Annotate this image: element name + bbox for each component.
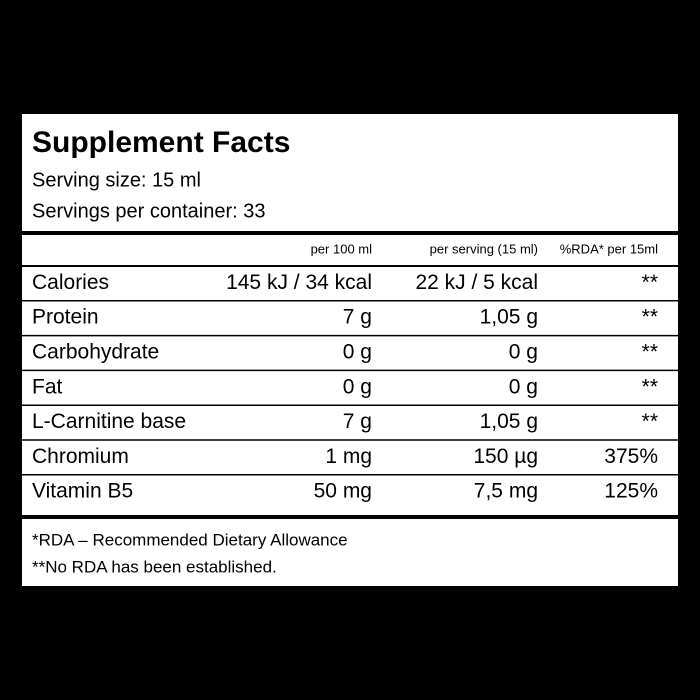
cell-value: 150 µg bbox=[473, 445, 538, 468]
cell-value: 7 g bbox=[343, 410, 372, 433]
title: Supplement Facts bbox=[32, 126, 290, 159]
column-header: per 100 ml bbox=[311, 241, 373, 256]
cell-value: 125% bbox=[604, 480, 658, 503]
cell-value: ** bbox=[642, 410, 658, 433]
cell-value: ** bbox=[642, 271, 658, 294]
cell-value: 1,05 g bbox=[480, 306, 538, 329]
row-label: Vitamin B5 bbox=[32, 480, 133, 503]
row-label: Calories bbox=[32, 271, 109, 294]
row-label: Protein bbox=[32, 306, 99, 329]
cell-value: 1,05 g bbox=[480, 410, 538, 433]
serving-size: Serving size: 15 ml bbox=[32, 169, 201, 191]
column-header: per serving (15 ml) bbox=[430, 241, 538, 256]
cell-value: ** bbox=[642, 375, 658, 398]
footnote: *RDA – Recommended Dietary Allowance bbox=[32, 530, 348, 549]
row-label: Fat bbox=[32, 375, 63, 398]
cell-value: 7 g bbox=[343, 306, 372, 329]
servings-per-container: Servings per container: 33 bbox=[32, 200, 265, 222]
cell-value: 0 g bbox=[509, 375, 538, 398]
cell-value: ** bbox=[642, 341, 658, 364]
row-label: Chromium bbox=[32, 445, 129, 468]
facts-panel bbox=[22, 114, 678, 586]
column-header: %RDA* per 15ml bbox=[560, 241, 658, 256]
cell-value: 0 g bbox=[343, 341, 372, 364]
cell-value: 1 mg bbox=[325, 445, 372, 468]
cell-value: 0 g bbox=[509, 341, 538, 364]
cell-value: ** bbox=[642, 306, 658, 329]
cell-value: 7,5 mg bbox=[474, 480, 538, 503]
cell-value: 50 mg bbox=[314, 480, 372, 503]
cell-value: 145 kJ / 34 kcal bbox=[226, 271, 372, 294]
cell-value: 375% bbox=[604, 445, 658, 468]
cell-value: 22 kJ / 5 kcal bbox=[415, 271, 538, 294]
footnote: **No RDA has been established. bbox=[32, 557, 277, 576]
row-label: L-Carnitine base bbox=[32, 410, 186, 433]
row-label: Carbohydrate bbox=[32, 341, 159, 364]
cell-value: 0 g bbox=[343, 375, 372, 398]
